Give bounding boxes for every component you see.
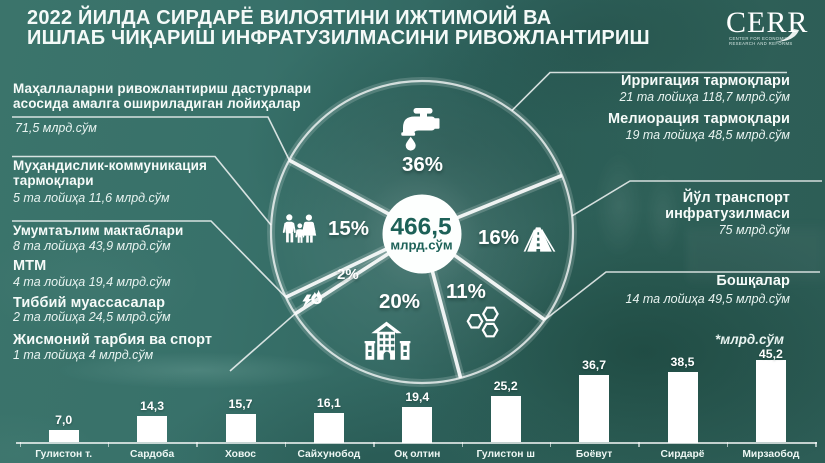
svg-text:466,5: 466,5: [390, 213, 451, 240]
svg-text:млрд.сўм: млрд.сўм: [390, 238, 452, 253]
